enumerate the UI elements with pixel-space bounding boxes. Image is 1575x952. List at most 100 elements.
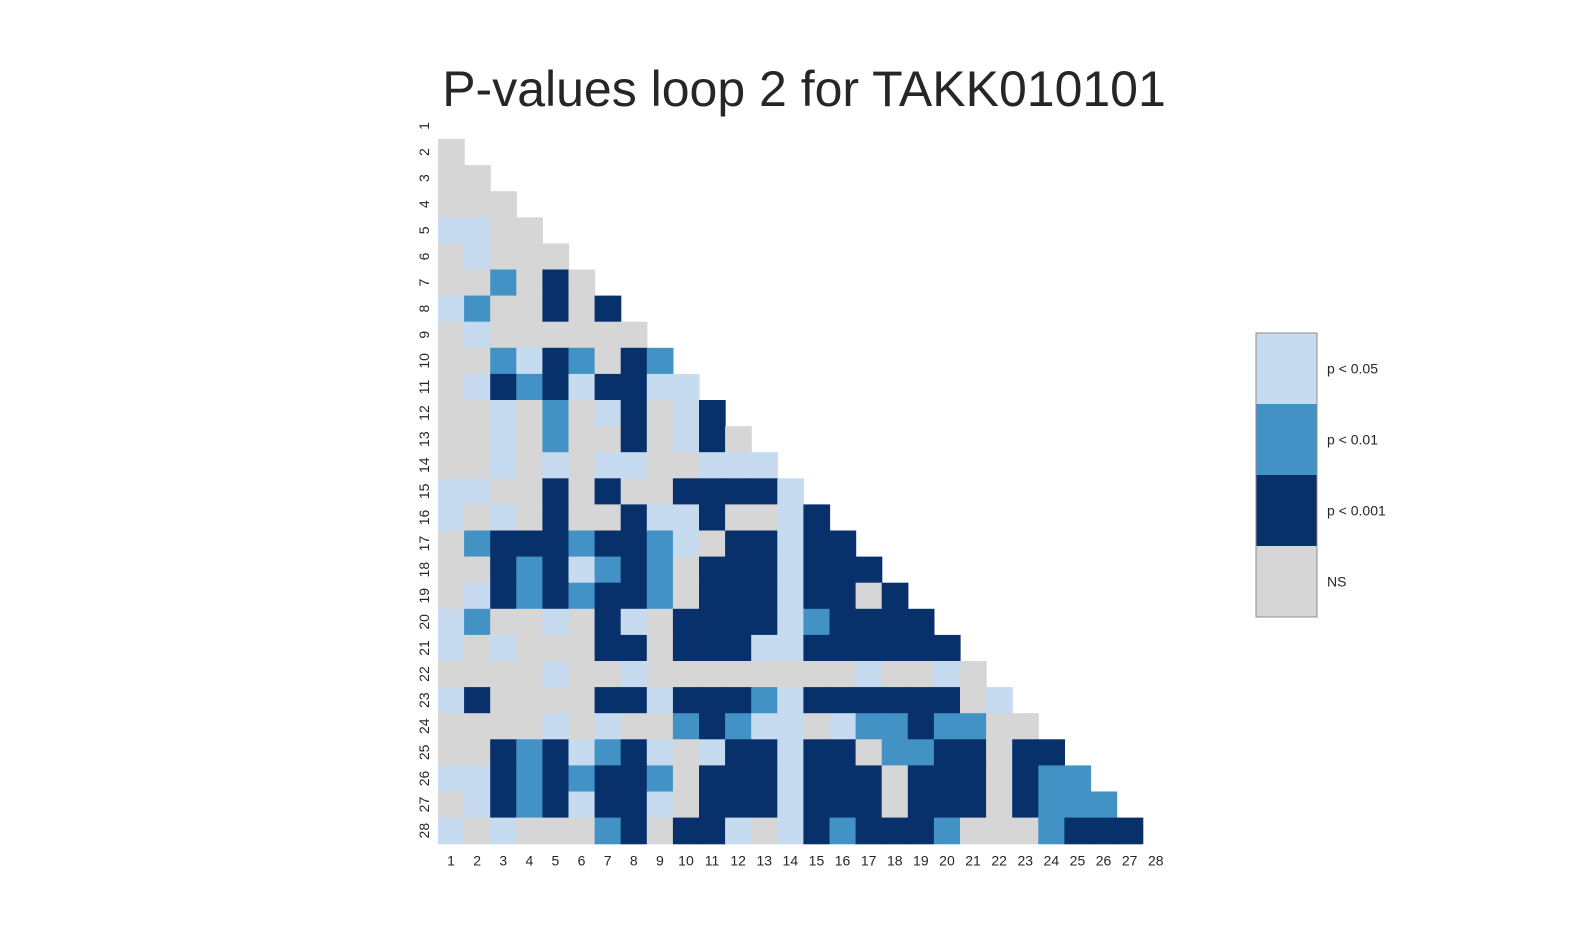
heatmap-cell: [594, 608, 622, 636]
heatmap-cell: [672, 791, 700, 819]
heatmap-cell: [933, 661, 961, 688]
heatmap-cell: [542, 347, 570, 375]
x-tick-label: 4: [525, 853, 533, 869]
heatmap-cell: [672, 504, 700, 532]
heatmap-cell: [620, 791, 648, 819]
heatmap-cell: [1116, 817, 1144, 845]
heatmap-cell: [490, 661, 517, 688]
heatmap-cell: [672, 739, 700, 766]
heatmap-cell: [1038, 817, 1065, 845]
heatmap-cell: [751, 791, 778, 819]
heatmap-cell: [699, 556, 726, 584]
heatmap-cell: [438, 191, 465, 218]
heatmap-cell: [568, 269, 596, 297]
heatmap-cell: [803, 556, 831, 584]
heatmap-cell: [464, 373, 491, 401]
x-tick-label: 3: [499, 853, 507, 869]
heatmap-cell: [490, 217, 517, 244]
heatmap-cell: [516, 452, 543, 479]
heatmap-cell: [1012, 817, 1039, 845]
heatmap-cell: [933, 713, 961, 740]
heatmap-cell: [725, 817, 752, 845]
heatmap-cell: [620, 426, 648, 453]
x-tick-label: 13: [756, 853, 772, 869]
heatmap-cell: [699, 765, 726, 793]
heatmap-cell: [620, 608, 648, 636]
heatmap-cell: [464, 400, 491, 427]
heatmap-cell: [594, 452, 622, 479]
heatmap-cell: [594, 504, 622, 532]
heatmap-cell: [516, 634, 543, 662]
heatmap-cell: [699, 608, 726, 636]
heatmap-cell: [516, 817, 543, 845]
y-tick-label: 13: [416, 431, 432, 447]
heatmap-cell: [568, 687, 596, 714]
heatmap-cell: [438, 582, 465, 610]
heatmap-cell: [490, 687, 517, 714]
heatmap-cell: [907, 739, 935, 766]
heatmap-cell: [777, 582, 804, 610]
heatmap-cell: [1038, 791, 1065, 819]
heatmap-cell: [438, 739, 465, 766]
heatmap-cell: [516, 295, 543, 323]
heatmap-cell: [725, 452, 752, 479]
heatmap-cell: [960, 817, 987, 845]
heatmap-cell: [751, 504, 778, 532]
heatmap-cell: [699, 400, 726, 427]
heatmap-cell: [751, 739, 778, 766]
heatmap-cell: [646, 347, 674, 375]
heatmap-cell: [464, 452, 491, 479]
heatmap-cell: [1012, 765, 1039, 793]
legend-label: p < 0.05: [1327, 361, 1378, 377]
heatmap-cell: [777, 713, 804, 740]
heatmap-cell: [960, 713, 987, 740]
heatmap-cell: [672, 608, 700, 636]
heatmap-cell: [568, 400, 596, 427]
heatmap-cell: [594, 556, 622, 584]
heatmap-cell: [568, 765, 596, 793]
heatmap-cell: [777, 791, 804, 819]
heatmap-cell: [751, 765, 778, 793]
heatmap-cell: [725, 634, 752, 662]
heatmap-cell: [438, 530, 465, 558]
heatmap-cell: [725, 608, 752, 636]
heatmap-cell: [855, 713, 883, 740]
heatmap-cell: [725, 556, 752, 584]
heatmap-cell: [646, 713, 674, 740]
heatmap-cell: [646, 504, 674, 532]
heatmap-cell: [699, 582, 726, 610]
heatmap-cell: [1038, 739, 1065, 766]
heatmap-cell: [464, 608, 491, 636]
y-tick-label: 8: [416, 305, 432, 313]
heatmap-cell: [438, 373, 465, 401]
heatmap-cell: [620, 373, 648, 401]
heatmap-cell: [620, 634, 648, 662]
y-tick-label: 20: [416, 614, 432, 630]
heatmap-cell: [699, 817, 726, 845]
x-tick-label: 6: [578, 853, 586, 869]
heatmap-cell: [568, 556, 596, 584]
heatmap-cell: [464, 217, 491, 244]
heatmap-cell: [464, 269, 491, 297]
heatmap-cell: [672, 634, 700, 662]
heatmap-cell: [777, 556, 804, 584]
heatmap-cell: [490, 373, 517, 401]
heatmap-cell: [438, 608, 465, 636]
heatmap-cell: [490, 504, 517, 532]
heatmap-cell: [986, 765, 1013, 793]
heatmap-cell: [490, 269, 517, 297]
heatmap-cell: [620, 400, 648, 427]
heatmap-cell: [803, 582, 831, 610]
heatmap-cell: [881, 634, 909, 662]
heatmap-cell: [803, 661, 831, 688]
heatmap-cell: [620, 478, 648, 505]
x-tick-label: 10: [678, 853, 694, 869]
heatmap-cell: [542, 400, 570, 427]
heatmap-cell: [960, 661, 987, 688]
legend-label: p < 0.001: [1327, 503, 1386, 519]
heatmap-cell: [725, 661, 752, 688]
heatmap-cell: [855, 634, 883, 662]
heatmap-cell: [438, 478, 465, 505]
heatmap-cell: [751, 608, 778, 636]
